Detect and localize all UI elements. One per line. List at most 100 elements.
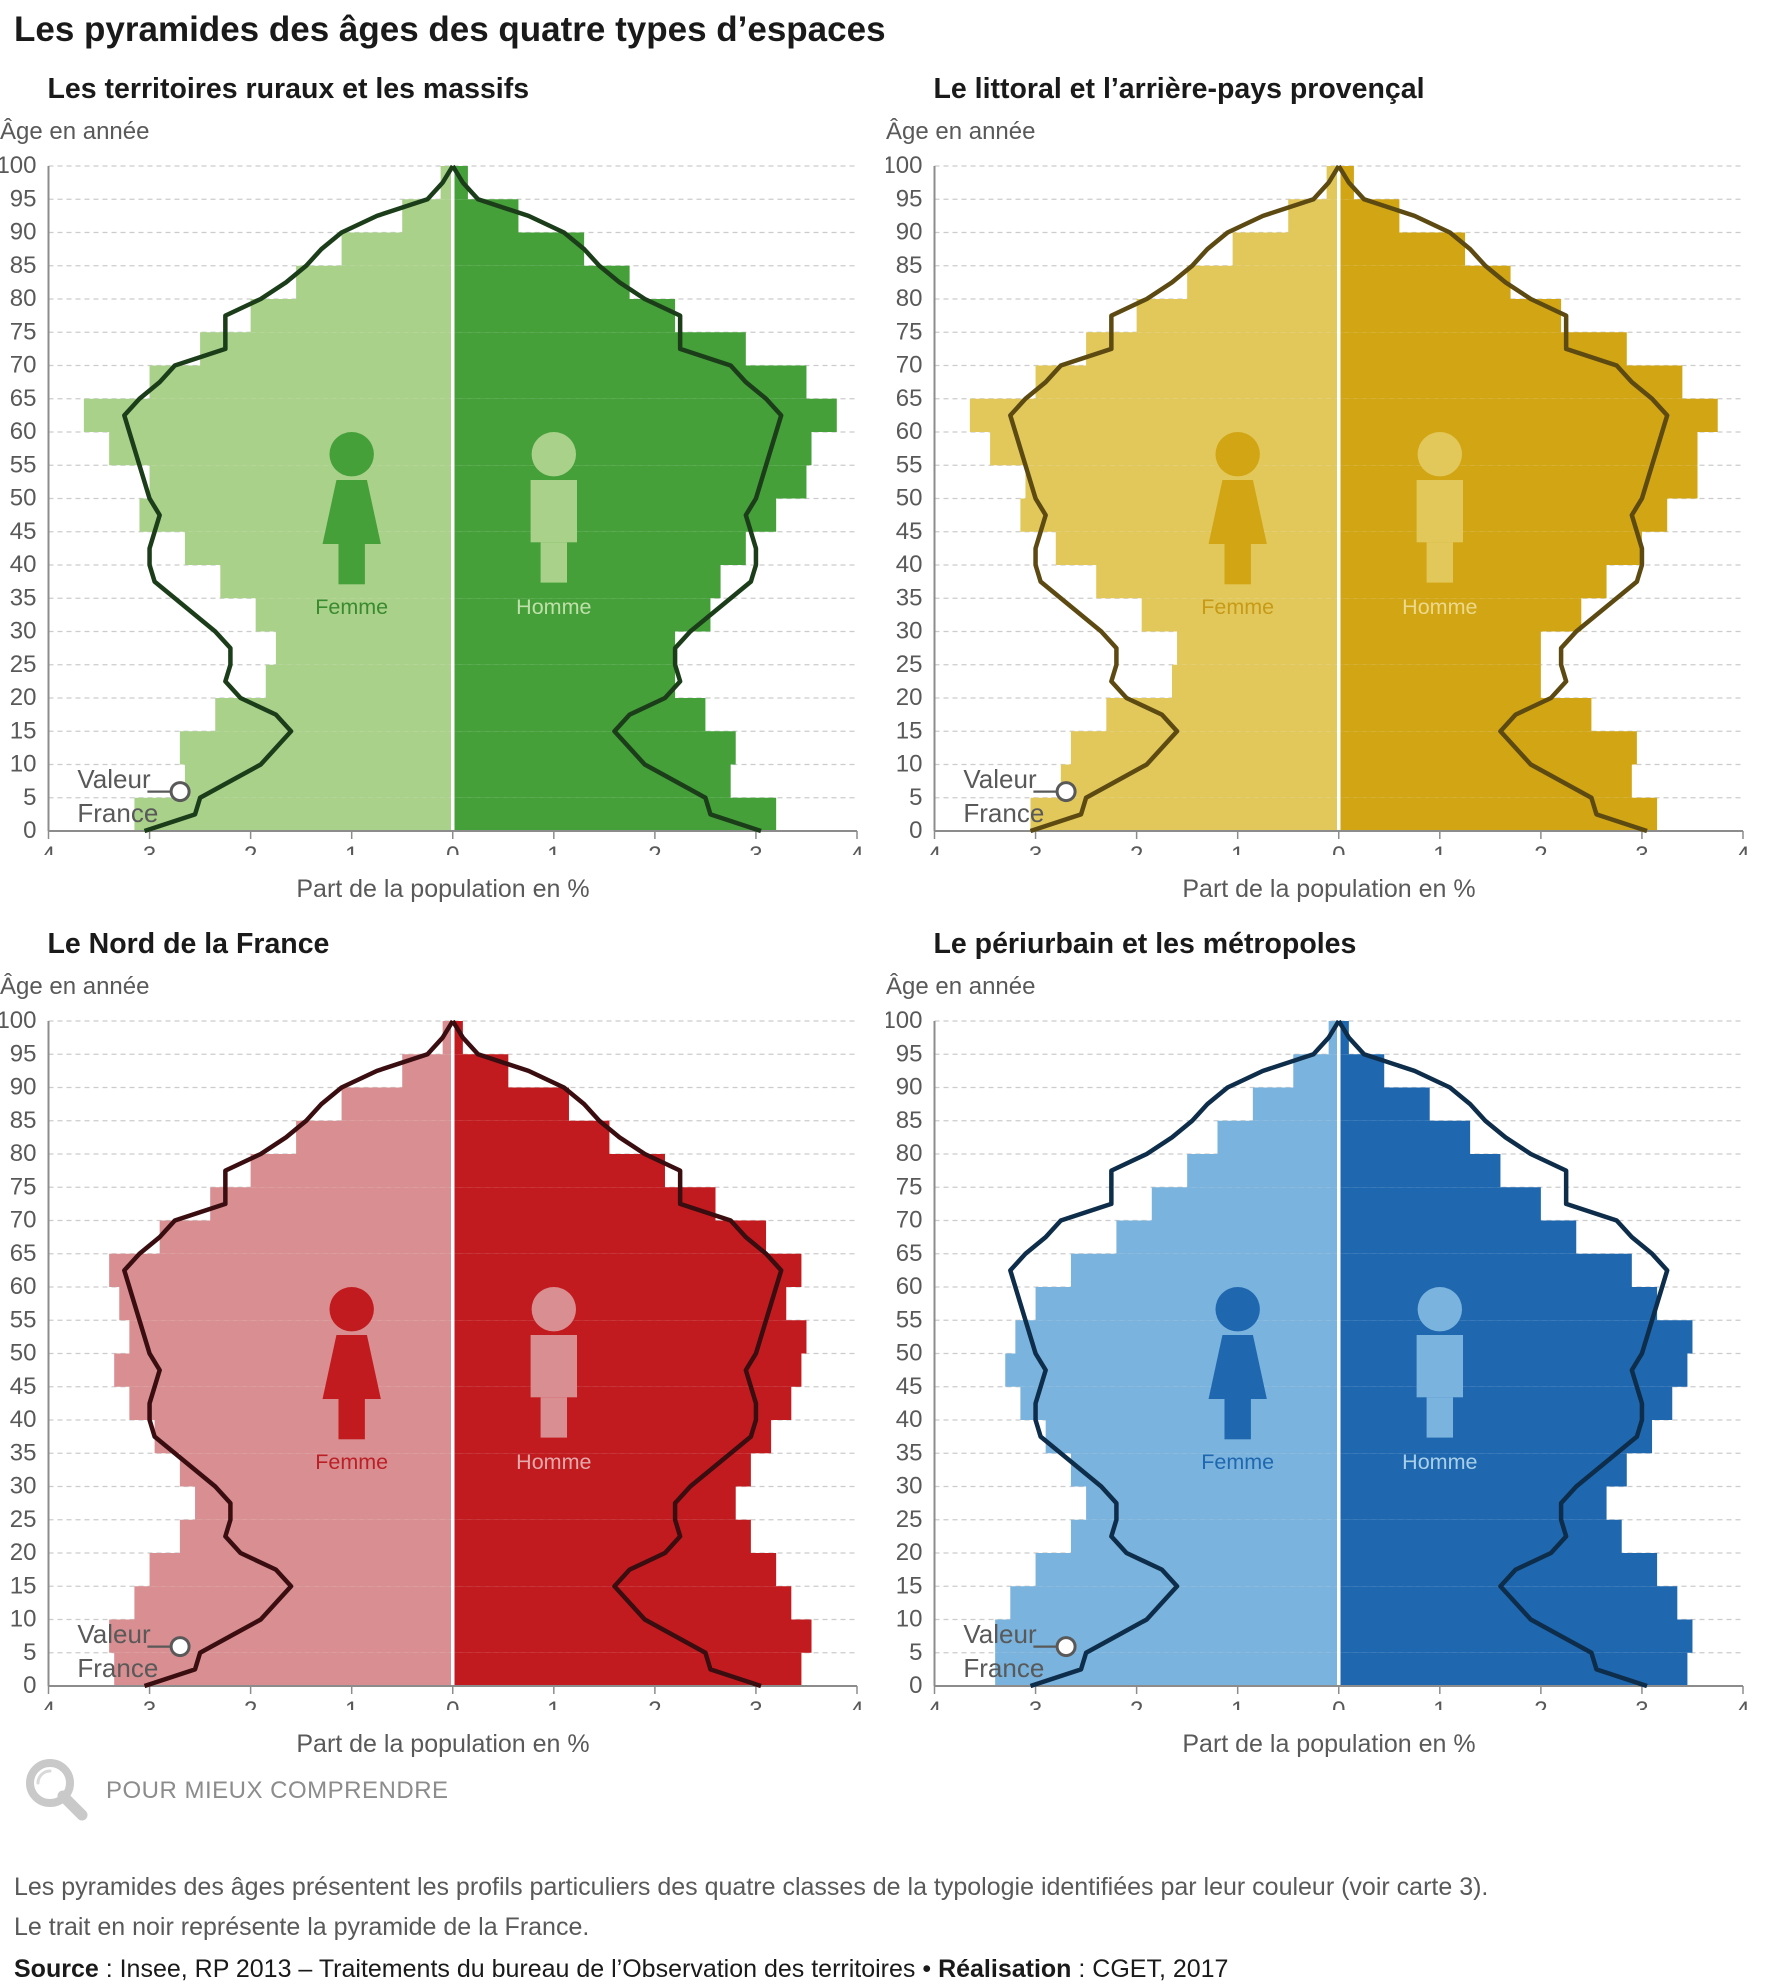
svg-text:2: 2: [1534, 842, 1547, 855]
svg-text:2: 2: [648, 842, 661, 855]
svg-text:3: 3: [1029, 842, 1042, 855]
svg-text:1: 1: [345, 842, 358, 855]
svg-text:60: 60: [896, 1273, 923, 1300]
svg-text:85: 85: [896, 1107, 923, 1134]
svg-text:Homme: Homme: [1402, 595, 1477, 619]
svg-text:0: 0: [909, 817, 922, 844]
svg-text:10: 10: [10, 751, 37, 778]
svg-text:80: 80: [10, 285, 37, 312]
svg-text:50: 50: [896, 1340, 923, 1367]
svg-text:30: 30: [10, 618, 37, 645]
svg-text:55: 55: [896, 1306, 923, 1333]
svg-text:2: 2: [244, 1697, 257, 1710]
svg-text:4: 4: [850, 1697, 863, 1710]
svg-text:80: 80: [896, 285, 923, 312]
svg-text:1: 1: [1433, 842, 1446, 855]
svg-text:90: 90: [896, 1074, 923, 1101]
svg-text:40: 40: [896, 1406, 923, 1433]
svg-text:35: 35: [896, 584, 923, 611]
svg-text:4: 4: [42, 842, 55, 855]
svg-text:45: 45: [896, 1373, 923, 1400]
svg-text:100: 100: [886, 152, 923, 179]
svg-text:10: 10: [896, 1606, 923, 1633]
svg-text:75: 75: [896, 1173, 923, 1200]
svg-text:15: 15: [896, 717, 923, 744]
svg-text:50: 50: [10, 485, 37, 512]
svg-text:15: 15: [10, 1572, 37, 1599]
svg-text:Femme: Femme: [315, 1450, 388, 1474]
svg-text:1: 1: [345, 1697, 358, 1710]
svg-text:25: 25: [896, 651, 923, 678]
svg-text:100: 100: [0, 1007, 37, 1034]
svg-text:15: 15: [10, 717, 37, 744]
svg-text:70: 70: [10, 1207, 37, 1234]
svg-text:5: 5: [909, 784, 922, 811]
svg-text:75: 75: [896, 318, 923, 345]
svg-text:0: 0: [23, 817, 36, 844]
svg-text:4: 4: [42, 1697, 55, 1710]
svg-text:85: 85: [896, 252, 923, 279]
svg-text:1: 1: [547, 842, 560, 855]
svg-text:2: 2: [1130, 1697, 1143, 1710]
svg-text:Homme: Homme: [516, 1450, 591, 1474]
svg-text:4: 4: [1736, 1697, 1749, 1710]
svg-text:20: 20: [10, 1539, 37, 1566]
svg-text:0: 0: [909, 1672, 922, 1699]
svg-text:15: 15: [896, 1572, 923, 1599]
svg-text:Homme: Homme: [1402, 1450, 1477, 1474]
svg-text:35: 35: [896, 1439, 923, 1466]
svg-text:0: 0: [446, 1697, 459, 1710]
svg-text:2: 2: [648, 1697, 661, 1710]
svg-text:85: 85: [10, 1107, 37, 1134]
svg-text:4: 4: [928, 1697, 941, 1710]
svg-text:60: 60: [10, 1273, 37, 1300]
svg-text:Femme: Femme: [1201, 1450, 1274, 1474]
svg-text:85: 85: [10, 252, 37, 279]
svg-text:90: 90: [10, 219, 37, 246]
svg-text:1: 1: [1231, 1697, 1244, 1710]
svg-text:25: 25: [896, 1506, 923, 1533]
svg-text:1: 1: [547, 1697, 560, 1710]
svg-text:100: 100: [886, 1007, 923, 1034]
svg-text:5: 5: [909, 1639, 922, 1666]
svg-text:55: 55: [10, 1306, 37, 1333]
svg-text:3: 3: [749, 1697, 762, 1710]
svg-text:30: 30: [10, 1473, 37, 1500]
svg-text:20: 20: [896, 1539, 923, 1566]
svg-text:55: 55: [896, 451, 923, 478]
svg-text:Femme: Femme: [315, 595, 388, 619]
svg-text:95: 95: [10, 185, 37, 212]
svg-text:0: 0: [446, 842, 459, 855]
svg-text:20: 20: [896, 684, 923, 711]
svg-text:0: 0: [23, 1672, 36, 1699]
svg-text:50: 50: [896, 485, 923, 512]
svg-text:Femme: Femme: [1201, 595, 1274, 619]
svg-text:70: 70: [896, 1207, 923, 1234]
svg-text:60: 60: [896, 418, 923, 445]
svg-text:3: 3: [1029, 1697, 1042, 1710]
svg-text:65: 65: [10, 385, 37, 412]
svg-text:75: 75: [10, 318, 37, 345]
svg-text:45: 45: [896, 518, 923, 545]
svg-text:65: 65: [896, 385, 923, 412]
svg-text:25: 25: [10, 651, 37, 678]
svg-text:1: 1: [1433, 1697, 1446, 1710]
svg-text:90: 90: [896, 219, 923, 246]
svg-text:70: 70: [10, 352, 37, 379]
svg-text:3: 3: [749, 842, 762, 855]
svg-text:5: 5: [23, 1639, 36, 1666]
svg-text:40: 40: [896, 551, 923, 578]
svg-text:55: 55: [10, 451, 37, 478]
svg-text:65: 65: [10, 1240, 37, 1267]
svg-text:95: 95: [896, 185, 923, 212]
svg-text:80: 80: [896, 1140, 923, 1167]
svg-text:Homme: Homme: [516, 595, 591, 619]
svg-text:3: 3: [1635, 1697, 1648, 1710]
svg-text:45: 45: [10, 518, 37, 545]
svg-text:3: 3: [143, 842, 156, 855]
svg-text:70: 70: [896, 352, 923, 379]
svg-text:50: 50: [10, 1340, 37, 1367]
svg-text:35: 35: [10, 584, 37, 611]
svg-text:30: 30: [896, 1473, 923, 1500]
svg-text:4: 4: [1736, 842, 1749, 855]
